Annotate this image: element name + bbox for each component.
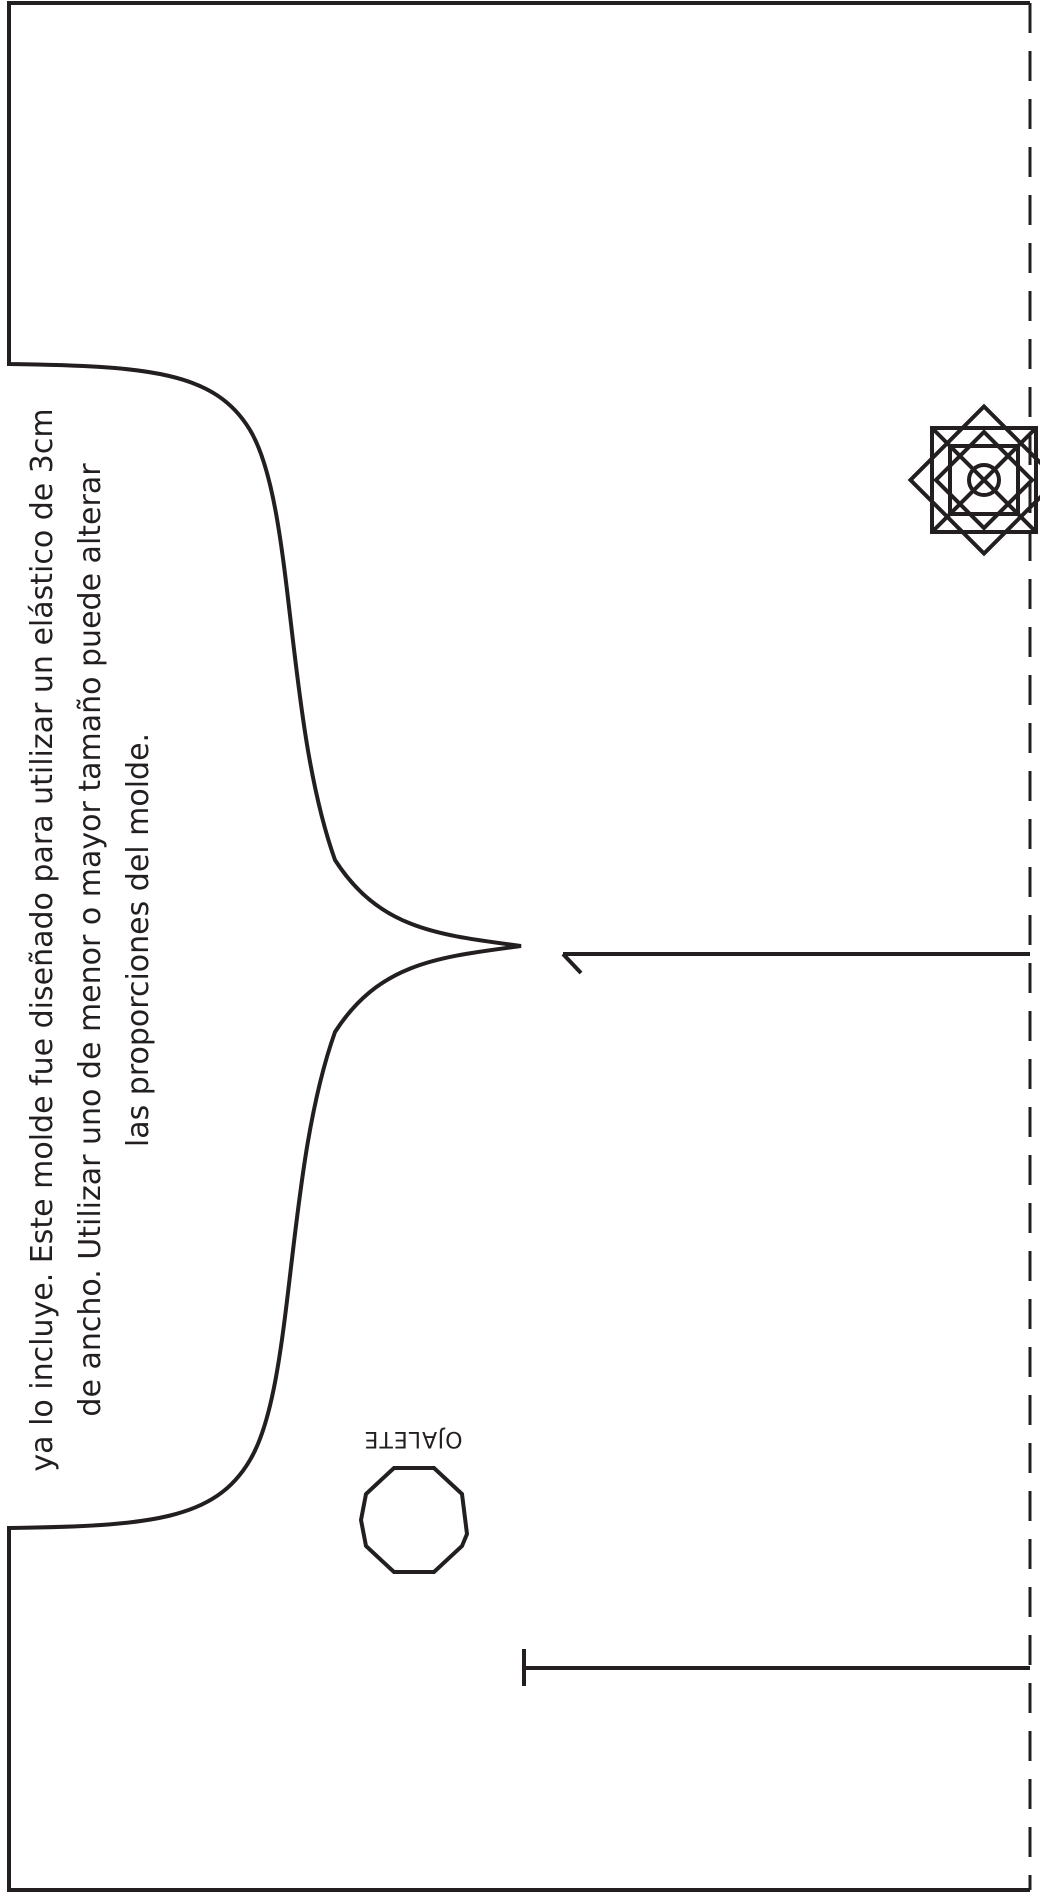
cut-outline xyxy=(9,3,1030,1890)
note-line-2: de ancho. Utilizar uno de menor o mayor … xyxy=(73,463,108,1417)
note-line-3: las proporciones del molde. xyxy=(121,733,156,1147)
note-line-1: ya lo incluye. Este molde fue diseñado p… xyxy=(25,408,60,1471)
octagon-eyelet-icon xyxy=(361,1468,467,1572)
eyelet-label: OJALETE xyxy=(364,1426,463,1451)
octagram-star-icon xyxy=(910,406,1040,553)
placement-notch xyxy=(563,954,581,973)
instruction-note: ya lo incluye. Este molde fue diseñado p… xyxy=(25,408,156,1471)
